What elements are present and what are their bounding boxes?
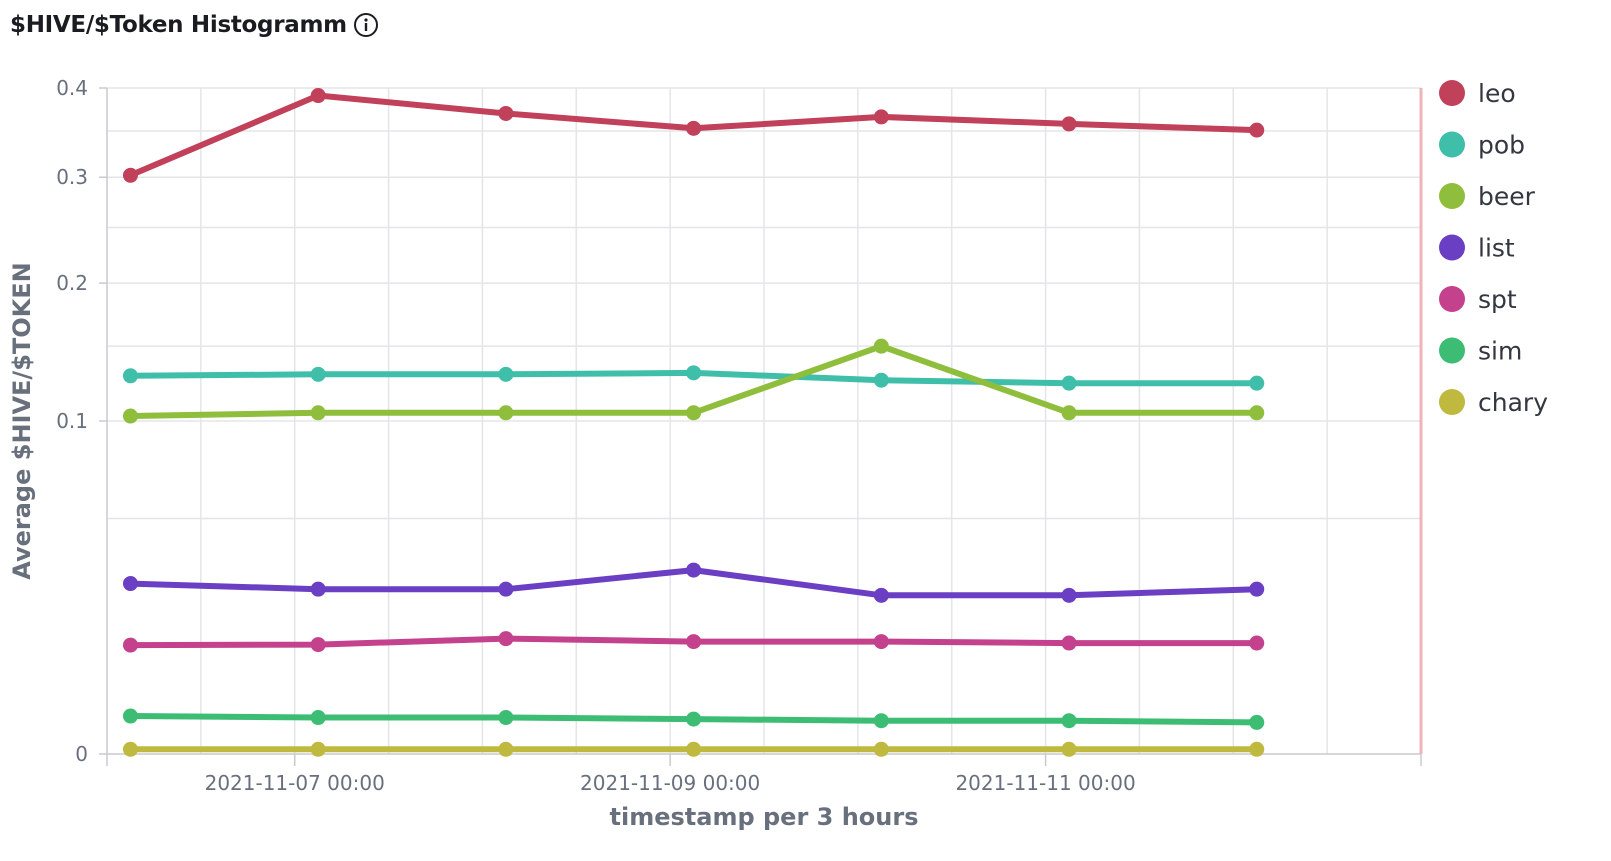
legend-swatch — [1439, 337, 1465, 364]
data-point-leo[interactable] — [122, 167, 138, 183]
legend-swatch — [1439, 80, 1465, 106]
legend-item-beer[interactable]: beer — [1439, 182, 1536, 211]
chart-header: $HIVE/$Token Histogramm — [10, 8, 379, 42]
data-point-sim[interactable] — [1061, 713, 1077, 729]
data-point-beer[interactable] — [1061, 405, 1077, 421]
data-point-pob[interactable] — [498, 366, 514, 382]
data-point-sim[interactable] — [498, 710, 514, 726]
data-point-sim[interactable] — [873, 713, 889, 729]
gridlines — [107, 87, 1421, 754]
legend-label: list — [1478, 234, 1515, 263]
data-point-chary[interactable] — [498, 741, 514, 757]
data-point-beer[interactable] — [122, 408, 138, 424]
data-point-beer[interactable] — [1249, 405, 1265, 421]
data-point-chary[interactable] — [873, 741, 889, 757]
y-tick-label: 0.1 — [56, 409, 88, 433]
data-point-leo[interactable] — [498, 105, 514, 121]
data-point-spt[interactable] — [310, 637, 326, 653]
legend-swatch — [1439, 131, 1465, 158]
data-point-spt[interactable] — [1061, 635, 1077, 651]
data-point-leo[interactable] — [310, 88, 326, 104]
data-point-chary[interactable] — [1249, 741, 1265, 757]
legend-label: chary — [1478, 388, 1548, 417]
legend-swatch — [1439, 234, 1465, 261]
data-point-pob[interactable] — [122, 368, 138, 384]
series-group — [122, 88, 1265, 757]
data-point-pob[interactable] — [873, 372, 889, 388]
x-tick-label: 2021-11-11 00:00 — [955, 771, 1135, 795]
axes: 0 0.1 0.2 0.3 0.4 2021-11-07 00:00 2021-11-09 … — [56, 76, 1423, 795]
data-point-list[interactable] — [122, 576, 138, 592]
data-point-list[interactable] — [686, 562, 702, 578]
legend-swatch — [1439, 286, 1465, 312]
legend-item-spt[interactable]: spt — [1439, 285, 1517, 314]
legend-label: beer — [1478, 182, 1536, 211]
data-point-list[interactable] — [310, 581, 326, 597]
legend-label: pob — [1478, 131, 1525, 160]
data-point-pob[interactable] — [686, 365, 702, 381]
data-point-spt[interactable] — [498, 631, 514, 647]
legend: leo pob beer list spt sim chary — [1439, 79, 1548, 417]
legend-label: spt — [1478, 285, 1517, 314]
y-tick-label: 0.3 — [56, 165, 88, 189]
legend-item-list[interactable]: list — [1439, 234, 1515, 263]
data-point-leo[interactable] — [686, 120, 702, 136]
data-point-spt[interactable] — [873, 634, 889, 650]
data-point-sim[interactable] — [686, 711, 702, 727]
data-point-spt[interactable] — [1249, 635, 1265, 651]
data-point-leo[interactable] — [1249, 122, 1265, 138]
data-point-list[interactable] — [498, 581, 514, 597]
data-point-pob[interactable] — [1061, 375, 1077, 391]
legend-swatch — [1439, 389, 1465, 415]
data-point-chary[interactable] — [686, 741, 702, 757]
data-point-sim[interactable] — [310, 710, 326, 726]
data-point-beer[interactable] — [873, 338, 889, 354]
x-axis-title: timestamp per 3 hours — [610, 803, 919, 831]
data-point-sim[interactable] — [122, 708, 138, 724]
data-point-beer[interactable] — [310, 405, 326, 421]
y-tick-label: 0.2 — [56, 271, 88, 295]
data-point-list[interactable] — [1249, 581, 1265, 597]
data-point-sim[interactable] — [1249, 714, 1265, 730]
data-point-spt[interactable] — [122, 637, 138, 653]
y-tick-label: 0.4 — [56, 76, 88, 100]
x-tick-label: 2021-11-09 00:00 — [580, 771, 760, 795]
data-point-pob[interactable] — [1249, 375, 1265, 391]
data-point-leo[interactable] — [1061, 116, 1077, 132]
data-point-leo[interactable] — [873, 109, 889, 125]
data-point-list[interactable] — [873, 587, 889, 603]
data-point-beer[interactable] — [498, 405, 514, 421]
legend-swatch — [1439, 183, 1465, 209]
legend-item-sim[interactable]: sim — [1439, 337, 1522, 366]
data-point-chary[interactable] — [122, 741, 138, 757]
data-point-pob[interactable] — [310, 366, 326, 382]
data-point-list[interactable] — [1061, 587, 1077, 603]
legend-label: sim — [1478, 337, 1522, 366]
legend-label: leo — [1478, 79, 1516, 108]
y-axis-title: Average $HIVE/$TOKEN — [8, 262, 36, 579]
legend-item-pob[interactable]: pob — [1439, 131, 1525, 160]
info-icon[interactable] — [353, 12, 379, 38]
legend-item-leo[interactable]: leo — [1439, 79, 1516, 108]
data-point-chary[interactable] — [1061, 741, 1077, 757]
chart-title: $HIVE/$Token Histogramm — [10, 12, 347, 38]
data-point-chary[interactable] — [310, 741, 326, 757]
data-point-spt[interactable] — [686, 634, 702, 650]
data-point-beer[interactable] — [686, 405, 702, 421]
y-tick-label: 0 — [75, 742, 88, 766]
legend-item-chary[interactable]: chary — [1439, 388, 1548, 417]
x-tick-label: 2021-11-07 00:00 — [205, 771, 385, 795]
